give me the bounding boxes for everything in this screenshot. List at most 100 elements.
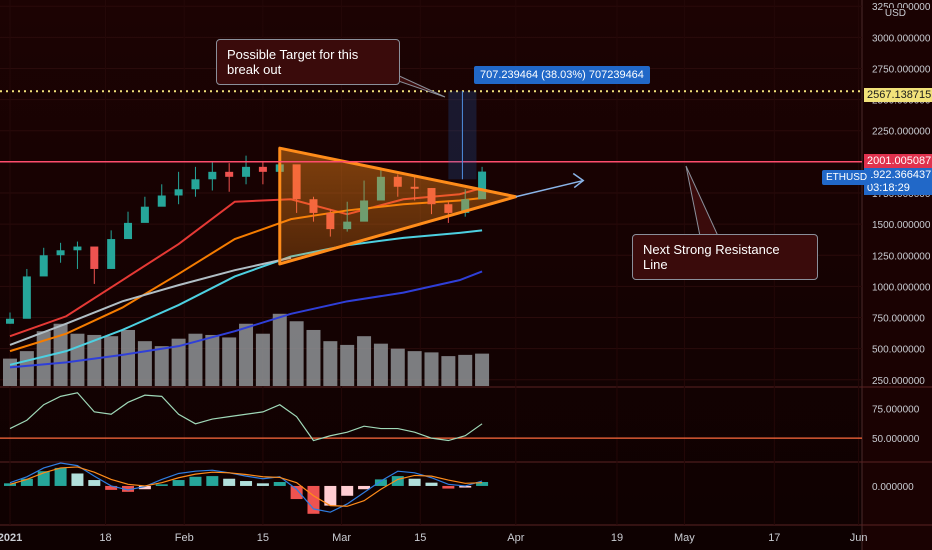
time-tick-label: May bbox=[674, 532, 695, 544]
oscillator-pane bbox=[0, 392, 862, 442]
volume-bar bbox=[205, 334, 220, 386]
volume-bar bbox=[475, 353, 490, 386]
symbol-tag: ETHUSD bbox=[822, 170, 872, 185]
histogram-bar bbox=[172, 480, 185, 486]
projection-arrow-head bbox=[572, 172, 585, 189]
oscillator-tick-label: 50.000000 bbox=[872, 434, 920, 445]
volume-bar bbox=[171, 338, 186, 386]
target-annotation-text: Possible Target for this break out bbox=[227, 47, 359, 77]
histogram-slow-line bbox=[9, 466, 483, 507]
candle-body bbox=[225, 171, 234, 177]
oscillator-line bbox=[9, 392, 483, 442]
volume-bar bbox=[323, 341, 338, 386]
volume-bar bbox=[255, 333, 270, 386]
candle-body bbox=[56, 250, 65, 256]
volume-bar bbox=[407, 351, 422, 386]
price-tick-label: 2250.000000 bbox=[872, 127, 931, 138]
volume-bar bbox=[239, 323, 254, 386]
histogram-bar bbox=[206, 476, 219, 486]
measure-label-text: 707.239464 (38.03%) 707239464 bbox=[480, 69, 644, 81]
price-tick-label: 1500.000000 bbox=[872, 220, 931, 231]
histogram-pane bbox=[4, 462, 489, 514]
histogram-bar bbox=[273, 482, 286, 486]
candle-body bbox=[73, 246, 82, 251]
time-tick-label: Jun bbox=[850, 532, 868, 544]
histogram-bar bbox=[105, 485, 118, 490]
candle-body bbox=[6, 318, 14, 324]
moving-average-line bbox=[9, 256, 292, 346]
histogram-bar bbox=[290, 485, 303, 500]
histogram-bar bbox=[459, 485, 472, 488]
projection-arrow bbox=[515, 179, 584, 198]
candle-body bbox=[208, 171, 217, 180]
histogram-bar bbox=[4, 483, 16, 486]
histogram-bar bbox=[240, 481, 253, 486]
volume-bar bbox=[458, 354, 473, 386]
price-tick-label: 750.000000 bbox=[872, 314, 925, 325]
volume-bar bbox=[390, 348, 405, 386]
target-annotation[interactable]: Possible Target for this break out bbox=[216, 39, 400, 85]
price-tick-label: 2750.000000 bbox=[872, 64, 931, 75]
volume-bar bbox=[306, 329, 321, 386]
moving-average-line bbox=[9, 270, 483, 369]
volume-bar bbox=[19, 351, 34, 386]
oscillator-tick-label: 75.000000 bbox=[872, 404, 920, 415]
resistance-price-tag: 2001.005087 bbox=[864, 154, 932, 168]
histogram-bar bbox=[391, 476, 404, 486]
candle-body bbox=[157, 195, 166, 207]
currency-label: USD bbox=[882, 8, 908, 19]
resistance-annotation-text: Next Strong Resistance Line bbox=[643, 242, 780, 272]
candle-body bbox=[478, 171, 487, 200]
time-tick-label: Mar bbox=[332, 532, 351, 544]
volume-bar bbox=[424, 352, 439, 386]
histogram-bar bbox=[425, 482, 438, 486]
volume-bar bbox=[121, 329, 136, 386]
candle-body bbox=[174, 189, 183, 196]
volume-bar bbox=[441, 356, 456, 386]
histogram-bar bbox=[341, 485, 354, 496]
time-tick-label: 15 bbox=[257, 532, 269, 544]
histogram-bar bbox=[122, 485, 135, 492]
target-price-tag: 2567.138715 bbox=[864, 88, 932, 102]
histogram-fast-line bbox=[9, 462, 483, 513]
volume-bar bbox=[36, 331, 51, 386]
histogram-bar bbox=[408, 478, 421, 486]
histogram-bar bbox=[54, 467, 67, 486]
histogram-bar bbox=[138, 485, 151, 490]
volume-bar bbox=[272, 313, 287, 386]
candle-body bbox=[90, 246, 99, 269]
price-tick-label: 3000.000000 bbox=[872, 33, 931, 44]
time-tick-label: 19 bbox=[611, 532, 623, 544]
resistance-callout-pointer bbox=[685, 165, 719, 237]
resistance-annotation[interactable]: Next Strong Resistance Line bbox=[632, 234, 818, 280]
countdown-tag: 03:18:29 bbox=[864, 181, 932, 195]
volume-bar bbox=[188, 333, 203, 386]
candle-body bbox=[191, 179, 200, 190]
moving-average-line bbox=[9, 229, 483, 366]
price-tick-label: 250.000000 bbox=[872, 376, 925, 387]
histogram-bar bbox=[256, 483, 269, 486]
candle-body bbox=[22, 276, 31, 319]
histogram-bar bbox=[88, 480, 101, 486]
price-tick-label: 500.000000 bbox=[872, 345, 925, 356]
volume-bar bbox=[104, 336, 119, 386]
time-tick-label: 18 bbox=[99, 532, 111, 544]
price-tick-label: 3250.000000 bbox=[872, 2, 931, 13]
histogram-bar bbox=[442, 485, 455, 489]
candle-body bbox=[258, 166, 267, 172]
volume-bar bbox=[3, 358, 17, 386]
triangle-pattern bbox=[278, 146, 518, 266]
price-tick-label: 1250.000000 bbox=[872, 251, 931, 262]
measure-label: 707.239464 (38.03%) 707239464 bbox=[474, 66, 650, 84]
histogram-bar bbox=[223, 478, 236, 486]
current-price-tag: 1922.366437 bbox=[864, 168, 932, 182]
histogram-bar bbox=[37, 471, 50, 486]
time-tick-label: Apr bbox=[507, 532, 524, 544]
volume-bar bbox=[154, 346, 169, 386]
histogram-bar bbox=[324, 485, 337, 506]
histogram-bar bbox=[358, 485, 371, 490]
candle-body bbox=[140, 206, 149, 223]
volume-bar bbox=[53, 323, 68, 386]
